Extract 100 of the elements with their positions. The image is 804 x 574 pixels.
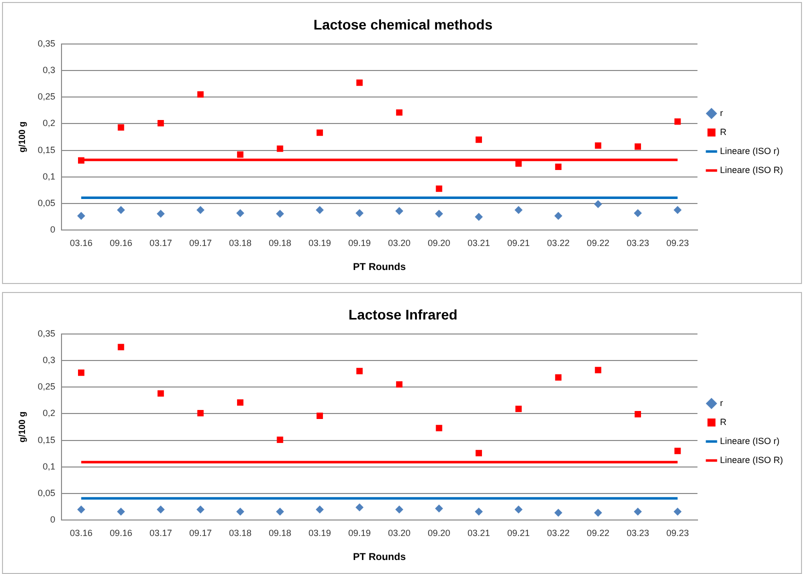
x-tick-label: 03.21: [468, 238, 490, 248]
legend-label: R: [720, 126, 727, 137]
point: [476, 450, 482, 456]
point: [77, 506, 86, 514]
point: [555, 164, 562, 170]
point: [78, 369, 84, 376]
point: [554, 212, 562, 220]
x-tick-label: 09.20: [428, 238, 450, 248]
y-tick-label: 0,25: [38, 92, 56, 102]
x-axis-title: PT Rounds: [353, 552, 406, 563]
point: [674, 118, 681, 125]
legend-label: Lineare (ISO R): [720, 454, 784, 465]
x-tick-label: 09.22: [586, 238, 610, 248]
point: [236, 508, 244, 516]
point: [514, 206, 523, 214]
x-tick-label: 03.20: [388, 528, 411, 538]
point: [116, 206, 125, 214]
point: [316, 206, 324, 214]
point: [674, 508, 682, 516]
point: [396, 109, 402, 116]
point: [356, 209, 364, 218]
x-tick-label: 03.16: [70, 528, 92, 538]
point: [594, 142, 602, 149]
x-tick-label: 03.23: [626, 528, 650, 538]
y-tick-label: 0,15: [38, 144, 56, 155]
x-tick-label: 03.20: [388, 238, 411, 248]
x-tick-label: 03.21: [468, 528, 490, 538]
x-tick-label: 09.19: [348, 238, 371, 248]
point: [515, 406, 522, 412]
y-tick-label: 0,1: [42, 461, 56, 472]
x-tick-label: 09.18: [268, 238, 292, 248]
y-tick-label: 0,3: [42, 354, 56, 365]
legend-label: Lineare (ISO r): [720, 436, 780, 446]
x-tick-label: 03.17: [149, 528, 172, 538]
x-tick-label: 09.21: [507, 238, 530, 248]
point: [396, 381, 402, 388]
x-tick-label: 09.20: [428, 528, 450, 538]
point: [236, 209, 244, 218]
point: [156, 506, 165, 514]
y-tick-label: 0,1: [42, 171, 56, 182]
point: [276, 508, 284, 516]
point: [634, 508, 642, 516]
x-tick-label: 03.18: [228, 238, 252, 248]
x-tick-label: 09.23: [666, 238, 689, 248]
x-axis-title: PT Rounds: [353, 262, 406, 273]
point: [237, 151, 244, 158]
point: [158, 120, 164, 126]
chart-title: Lactose chemical methods: [314, 16, 493, 32]
point: [634, 209, 642, 218]
point: [435, 210, 444, 218]
y-tick-label: 0,35: [38, 328, 56, 338]
y-tick-label: 0,3: [42, 64, 56, 75]
y-tick-label: 0,2: [42, 408, 56, 418]
y-axis-title: g/100 g: [16, 411, 27, 443]
y-tick-label: 0,05: [38, 198, 56, 208]
y-tick-label: 0: [50, 224, 56, 235]
point: [395, 506, 404, 514]
x-tick-label: 09.16: [110, 528, 132, 538]
legend-label: R: [720, 416, 727, 427]
point: [436, 185, 442, 192]
x-tick-label: 09.19: [348, 528, 371, 538]
x-tick-label: 09.18: [268, 528, 292, 538]
point: [594, 508, 602, 517]
point: [515, 160, 522, 167]
point: [554, 508, 562, 517]
point: [197, 410, 204, 416]
point: [356, 79, 363, 86]
point: [78, 157, 84, 164]
point: [276, 436, 284, 443]
x-tick-label: 03.18: [228, 528, 252, 538]
x-tick-label: 03.22: [547, 528, 570, 538]
legend-label: r: [720, 108, 723, 118]
y-axis-title: g/100 g: [16, 121, 27, 153]
point: [514, 506, 523, 514]
point: [474, 508, 483, 516]
point: [276, 210, 284, 218]
point: [435, 504, 444, 512]
x-tick-label: 03.19: [308, 238, 332, 248]
point: [674, 206, 682, 214]
legend-label: r: [720, 398, 723, 408]
x-tick-label: 09.17: [189, 528, 212, 538]
x-tick-label: 09.21: [507, 528, 530, 538]
point: [196, 206, 204, 214]
x-tick-label: 09.16: [110, 238, 132, 248]
point: [316, 130, 323, 136]
y-tick-label: 0: [50, 514, 56, 525]
point: [634, 143, 642, 150]
chart-title: Lactose Infrared: [348, 306, 458, 322]
y-tick-label: 0,35: [38, 38, 56, 48]
point: [555, 374, 562, 381]
point: [276, 146, 284, 152]
point: [476, 136, 482, 143]
x-tick-label: 09.17: [189, 238, 212, 248]
y-tick-label: 0,05: [38, 488, 56, 498]
point: [356, 368, 363, 374]
point: [316, 506, 324, 514]
y-tick-label: 0,2: [42, 118, 56, 128]
point: [634, 411, 642, 418]
x-tick-label: 03.16: [70, 238, 92, 248]
point: [158, 390, 164, 397]
